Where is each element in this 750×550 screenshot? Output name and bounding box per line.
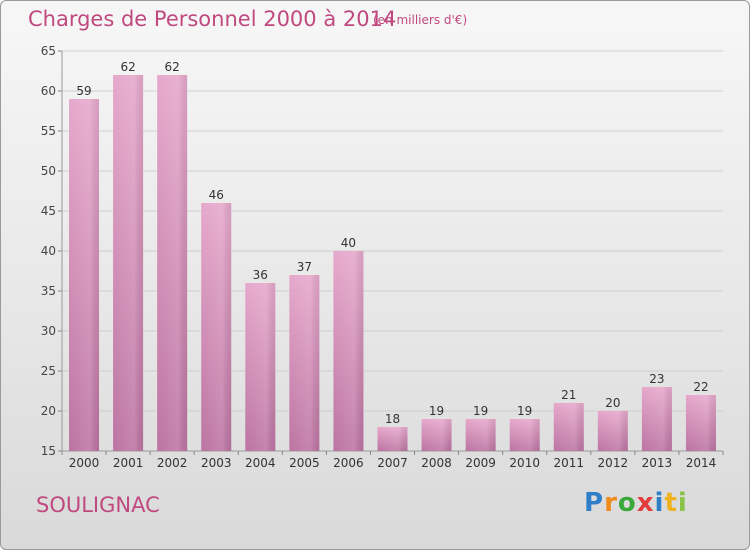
bar-shade — [509, 419, 540, 451]
x-tick-label: 2009 — [465, 456, 496, 470]
y-tick-label: 45 — [41, 204, 56, 218]
x-tick-label: 2002 — [157, 456, 188, 470]
data-label: 62 — [120, 60, 135, 74]
y-tick-label: 20 — [41, 404, 56, 418]
y-tick-label: 60 — [41, 84, 56, 98]
logo-letter: i — [677, 488, 688, 518]
data-label: 36 — [253, 268, 268, 282]
data-label: 20 — [605, 396, 620, 410]
x-tick-label: 2008 — [421, 456, 452, 470]
y-tick-label: 30 — [41, 324, 56, 338]
x-tick-label: 2006 — [333, 456, 364, 470]
data-label: 59 — [76, 84, 91, 98]
logo-letter: P — [584, 488, 605, 518]
data-label: 21 — [561, 388, 576, 402]
logo-letter: x — [636, 488, 655, 518]
proxiti-logo[interactable]: Proxiti — [584, 488, 688, 518]
chart-title: Charges de Personnel 2000 à 2014 — [28, 7, 397, 31]
commune-name: SOULIGNAC — [36, 493, 160, 517]
data-label: 62 — [165, 60, 180, 74]
bar-shade — [333, 251, 364, 451]
bar-shade — [685, 395, 716, 451]
bar-shade — [69, 99, 100, 451]
x-tick-label: 2000 — [69, 456, 100, 470]
logo-letter: r — [604, 488, 618, 518]
chart-subtitle: (en milliers d'€) — [373, 13, 468, 27]
data-label: 46 — [209, 188, 224, 202]
x-tick-label: 2001 — [113, 456, 144, 470]
x-tick-label: 2003 — [201, 456, 232, 470]
y-tick-label: 50 — [41, 164, 56, 178]
data-label: 19 — [517, 404, 532, 418]
x-tick-label: 2004 — [245, 456, 276, 470]
data-label: 23 — [649, 372, 664, 386]
logo-letter: o — [617, 488, 637, 518]
y-tick-label: 55 — [41, 124, 56, 138]
bar-shade — [201, 203, 232, 451]
x-tick-label: 2005 — [289, 456, 320, 470]
x-tick-label: 2007 — [377, 456, 408, 470]
bar-shade — [289, 275, 320, 451]
data-label: 22 — [693, 380, 708, 394]
y-tick-label: 65 — [41, 44, 56, 58]
x-tick-label: 2010 — [509, 456, 540, 470]
logo-letter: t — [664, 488, 678, 518]
bar-layer — [69, 75, 716, 451]
y-tick-label: 15 — [41, 444, 56, 458]
y-tick-label: 25 — [41, 364, 56, 378]
x-tick-label: 2013 — [642, 456, 673, 470]
label-layer: 59 62 62 46 36 37 40 18 19 19 19 21 20 23 22 — [76, 60, 708, 426]
bar-shade — [157, 75, 188, 451]
bar-shade — [641, 387, 672, 451]
bar-shade — [113, 75, 144, 451]
data-label: 18 — [385, 412, 400, 426]
data-label: 19 — [429, 404, 444, 418]
x-tick-label: 2012 — [598, 456, 629, 470]
bar-shade — [245, 283, 276, 451]
data-label: 40 — [341, 236, 356, 250]
y-tick-label: 35 — [41, 284, 56, 298]
bar-shade — [377, 427, 408, 451]
y-tick-label: 40 — [41, 244, 56, 258]
bar-shade — [465, 419, 496, 451]
data-label: 19 — [473, 404, 488, 418]
data-label: 37 — [297, 260, 312, 274]
logo-letter: i — [654, 488, 665, 518]
x-tick-label: 2011 — [553, 456, 584, 470]
bar-shade — [421, 419, 452, 451]
bar-shade — [553, 403, 584, 451]
x-tick-label: 2014 — [686, 456, 717, 470]
bar-shade — [597, 411, 628, 451]
